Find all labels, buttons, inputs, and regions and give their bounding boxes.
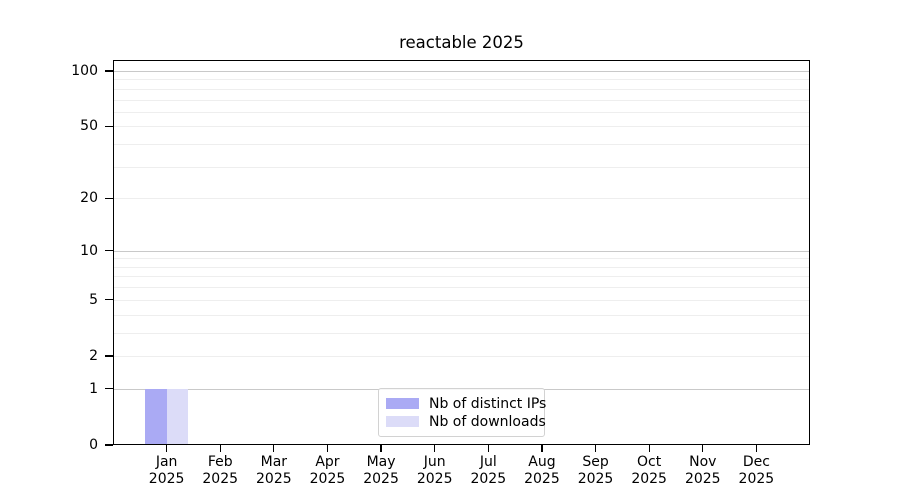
y-tick-label: 1	[89, 380, 98, 397]
y-tick-mark	[105, 299, 113, 301]
x-tick-mark	[326, 445, 329, 452]
x-tick-label: Jun 2025	[400, 454, 470, 487]
x-tick-mark	[273, 445, 275, 452]
x-tick-year: 2025	[684, 470, 721, 487]
y-gridline-minor	[113, 144, 810, 146]
x-tick-month: Jan	[155, 454, 178, 470]
x-tick-year: 2025	[416, 470, 453, 487]
x-tick-year: 2025	[524, 470, 560, 487]
y-gridline-minor	[113, 314, 810, 316]
x-tick-month: Feb	[207, 454, 233, 470]
x-tick-year: 2025	[470, 470, 507, 487]
y-gridline-major	[113, 71, 810, 72]
x-tick-month: Jun	[423, 454, 446, 470]
y-gridline-minor	[113, 276, 810, 278]
y-gridline-minor	[113, 287, 810, 289]
x-tick-label: Dec 2025	[721, 454, 791, 487]
legend-item-distinct-ips: Nb of distinct IPs	[386, 395, 546, 412]
x-tick-label: Mar 2025	[239, 454, 309, 487]
x-tick-year: 2025	[148, 470, 185, 487]
x-tick-month: Apr	[315, 454, 340, 470]
x-tick-label: Feb 2025	[185, 454, 255, 487]
chart-title: reactable 2025	[399, 33, 524, 52]
x-tick-label: Jul 2025	[453, 454, 523, 487]
x-tick-month: Dec	[742, 454, 770, 470]
bar-nb-of-downloads-jan	[166, 388, 189, 445]
y-tick-label: 0	[89, 437, 98, 453]
y-gridline-minor	[113, 126, 810, 128]
x-tick-year: 2025	[363, 470, 399, 487]
x-tick-mark	[702, 445, 704, 452]
y-tick-mark	[105, 444, 113, 446]
y-gridline-minor	[113, 79, 810, 81]
legend: Nb of distinct IPs Nb of downloads	[378, 388, 546, 437]
x-tick-mark	[648, 445, 650, 452]
y-tick-label: 100	[71, 63, 98, 79]
y-gridline-minor	[113, 332, 810, 334]
y-tick-label: 20	[80, 190, 98, 207]
y-tick-label: 5	[89, 291, 98, 308]
x-tick-month: Sep	[582, 454, 609, 470]
legend-swatch-downloads	[386, 416, 419, 427]
x-tick-year: 2025	[309, 470, 346, 487]
x-tick-mark	[487, 445, 489, 452]
y-tick-mark	[105, 355, 113, 357]
x-tick-mark	[380, 445, 382, 452]
y-gridline-minor	[113, 88, 810, 90]
x-tick-month: May	[366, 454, 396, 470]
x-tick-year: 2025	[256, 470, 292, 487]
legend-label-downloads: Nb of downloads	[429, 413, 546, 430]
x-tick-label: Apr 2025	[292, 454, 362, 487]
x-tick-month: Mar	[260, 454, 288, 470]
x-tick-label: Jan 2025	[132, 454, 202, 487]
x-tick-label: Nov 2025	[668, 454, 738, 487]
legend-item-downloads: Nb of downloads	[386, 413, 546, 430]
x-tick-mark	[219, 445, 221, 452]
x-tick-mark	[594, 445, 597, 452]
x-tick-label: Aug 2025	[507, 454, 577, 487]
x-tick-year: 2025	[202, 470, 239, 487]
x-tick-mark	[755, 445, 757, 452]
y-tick-mark	[105, 388, 113, 390]
y-tick-mark	[105, 125, 113, 127]
y-tick-label: 50	[80, 118, 98, 135]
legend-swatch-distinct-ips	[386, 398, 419, 409]
bar-nb-of-distinct-ips-jan	[145, 388, 167, 445]
y-gridline-minor	[113, 198, 810, 200]
y-gridline-minor	[113, 166, 810, 168]
x-tick-mark	[166, 445, 168, 452]
x-tick-mark	[434, 445, 436, 452]
x-tick-month: Oct	[637, 454, 662, 470]
x-tick-month: Jul	[479, 454, 497, 470]
legend-label-distinct-ips: Nb of distinct IPs	[429, 395, 547, 412]
y-gridline-minor	[113, 355, 810, 357]
y-gridline-major	[113, 250, 810, 252]
x-tick-year: 2025	[631, 470, 667, 487]
x-tick-year: 2025	[738, 470, 775, 487]
y-tick-label: 10	[80, 242, 98, 259]
x-tick-year: 2025	[577, 470, 614, 487]
y-tick-mark	[105, 70, 113, 72]
y-gridline-minor	[113, 266, 810, 268]
x-tick-label: Oct 2025	[614, 454, 684, 487]
x-tick-label: Sep 2025	[561, 454, 631, 487]
x-tick-mark	[541, 445, 543, 452]
x-tick-month: Aug	[528, 454, 556, 470]
y-gridline-minor	[113, 99, 810, 101]
x-tick-month: Nov	[689, 454, 717, 470]
y-gridline-minor	[113, 258, 810, 260]
y-gridline-minor	[113, 111, 810, 113]
y-tick-mark	[105, 197, 113, 199]
x-tick-label: May 2025	[346, 454, 416, 487]
plot-area: Nb of distinct IPs Nb of downloads 0 1 2 5 1…	[71, 60, 810, 487]
y-tick-mark	[105, 250, 113, 252]
y-gridline-minor	[113, 299, 810, 301]
y-tick-label: 2	[89, 347, 98, 364]
